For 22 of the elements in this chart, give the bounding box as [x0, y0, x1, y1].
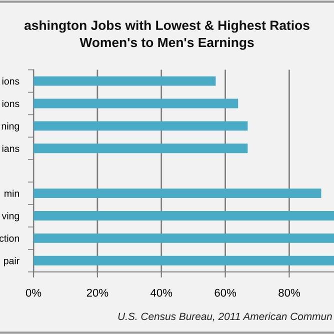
text: U.S. Census Bureau, 2011 American Commun — [118, 312, 332, 322]
x-tick-label: 60% — [214, 288, 236, 297]
bar — [34, 76, 216, 86]
x-tick-label: 40% — [150, 288, 172, 297]
y-tick-label: ning — [2, 122, 19, 132]
y-tick-label: min — [4, 190, 19, 197]
x-tick-label: 20% — [86, 288, 108, 297]
bar — [34, 188, 322, 198]
y-tick-label: ians — [2, 144, 20, 152]
y-tick-label: ions — [2, 78, 20, 85]
x-tick-label: 80% — [278, 288, 300, 297]
y-tick-label: ions — [2, 100, 20, 108]
bar — [34, 256, 334, 266]
bar — [34, 211, 334, 220]
chart-title: ashington Jobs with Lowest & Highest Ratios Women's to Men's Earnings — [24, 20, 310, 50]
y-tick-label: ving — [2, 212, 19, 222]
bar — [34, 233, 334, 243]
y-tick-label: pair — [4, 257, 20, 266]
x-tick-label: 0% — [26, 288, 42, 297]
bar — [34, 98, 238, 108]
bar — [34, 121, 248, 131]
bar — [34, 144, 248, 154]
